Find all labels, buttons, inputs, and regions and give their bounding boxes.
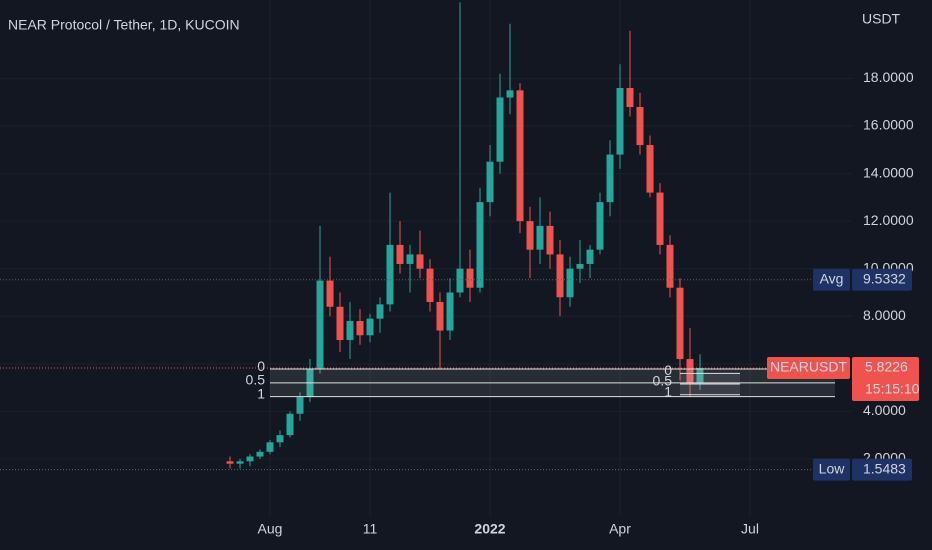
candle-body — [676, 287, 684, 360]
avg-value-box — [852, 268, 912, 291]
candle-body — [256, 451, 264, 457]
fib-label: 0.5 — [653, 373, 673, 389]
last-name: NEARUSDT — [770, 359, 847, 375]
candle-body — [366, 318, 374, 336]
candle-body — [406, 254, 414, 264]
candle-body — [286, 413, 294, 436]
candle-body — [336, 306, 344, 341]
candle-body — [396, 244, 404, 264]
x-tick-label: Jul — [741, 521, 759, 537]
candle-body — [276, 435, 284, 443]
candle-body — [696, 368, 704, 383]
low-value: 1.5483 — [863, 460, 906, 476]
avg-value: 9.5332 — [863, 271, 906, 287]
candle-body — [516, 90, 524, 222]
candle-body — [386, 244, 394, 305]
candle-body — [576, 263, 584, 269]
candle-body — [466, 268, 474, 288]
candle-body — [296, 397, 304, 414]
candle-body — [476, 202, 484, 288]
candle-body — [656, 192, 664, 245]
candle-body — [346, 321, 354, 341]
y-tick-label: 16.0000 — [863, 117, 914, 133]
candle-body — [556, 254, 564, 298]
last-name-box — [767, 357, 850, 380]
candle-body — [316, 280, 324, 369]
candle-body — [646, 145, 654, 193]
y-tick-label: 4.0000 — [863, 402, 906, 418]
y-tick-label: 12.0000 — [863, 212, 914, 228]
avg-name-box — [813, 268, 850, 291]
low_line-name: Low — [819, 460, 846, 476]
candle-body — [326, 280, 334, 307]
fib-label: 0 — [257, 358, 265, 374]
last-value: 5.8226 — [865, 359, 908, 375]
currency: USDT — [862, 11, 901, 27]
candle-body — [536, 225, 544, 250]
fib-label: 0 — [664, 362, 672, 378]
x-tick-label: Apr — [609, 521, 631, 537]
candle-body — [416, 254, 424, 269]
low-value-box — [852, 458, 912, 481]
plot — [226, 2, 704, 469]
candle-body — [376, 304, 384, 319]
candle-body — [586, 249, 594, 264]
candle-body — [596, 202, 604, 250]
low_line-name-box — [813, 458, 850, 481]
fib-label: 1 — [257, 385, 265, 401]
chart-title: NEAR Protocol / Tether, 1D, KUCOIN — [8, 17, 240, 33]
candle-body — [626, 87, 634, 108]
fib-label: 0.5 — [246, 372, 266, 388]
x-tick-label: 11 — [363, 521, 378, 537]
candle-body — [436, 301, 444, 331]
candle-body — [526, 221, 534, 250]
x-tick-label: 2022 — [474, 521, 505, 537]
candle-body — [636, 107, 644, 146]
y-tick-label: 18.0000 — [863, 69, 914, 85]
candle-body — [456, 268, 464, 293]
candle-body — [546, 225, 554, 255]
last-value-box — [852, 357, 919, 402]
candle-body — [606, 154, 614, 203]
candle-body — [226, 461, 234, 464]
candle-body — [446, 292, 454, 331]
candle-body — [666, 244, 674, 288]
x-tick-label: Aug — [258, 521, 283, 537]
overlay: 2.00004.00006.00008.000010.000012.000014… — [0, 69, 920, 537]
countdown: 15:15:10 — [865, 381, 920, 397]
fib-label: 1 — [664, 383, 672, 399]
y-tick-label: 14.0000 — [863, 164, 914, 180]
candle-body — [266, 442, 274, 452]
candle-body — [426, 268, 434, 302]
candle-body — [686, 359, 694, 383]
candle-body — [496, 97, 504, 162]
candle-body — [356, 321, 364, 336]
candle-body — [236, 461, 244, 464]
candle-body — [486, 161, 494, 203]
candle-body — [506, 90, 514, 98]
avg-name: Avg — [820, 271, 844, 287]
candle-body — [566, 268, 574, 298]
y-tick-label: 8.0000 — [863, 307, 906, 323]
grid — [0, 0, 852, 516]
candle-body — [616, 87, 624, 155]
candle-body — [246, 456, 254, 462]
